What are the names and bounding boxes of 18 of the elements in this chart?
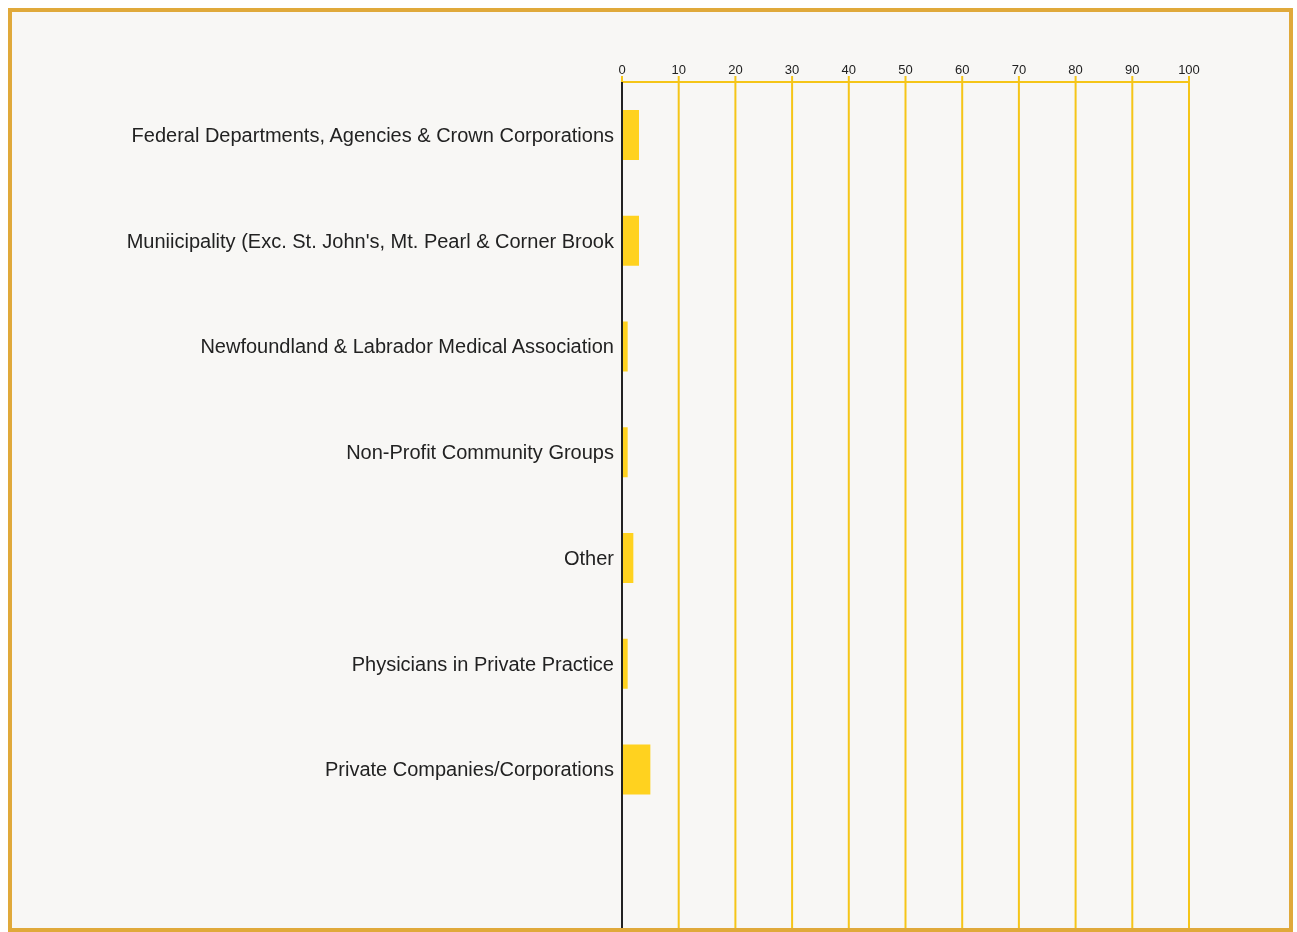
x-tick-label: 80 (1068, 62, 1083, 77)
y-tick-label: Federal Departments, Agencies & Crown Corporations (131, 123, 614, 146)
y-tick-label: Newfoundland & Labrador Medical Association (200, 335, 614, 358)
y-tick-label: Muniicipality (Exc. St. John's, Mt. Pearl & Corner Brook (126, 229, 615, 252)
x-tick-label: 20 (728, 62, 743, 77)
y-tick-label: Non-Profit Community Groups (346, 441, 614, 464)
x-tick-label: 50 (898, 62, 913, 77)
x-tick-label: 10 (671, 62, 686, 77)
x-tick-label: 0 (618, 62, 626, 77)
x-tick-label: 100 (1178, 62, 1200, 77)
x-tick-label: 40 (841, 62, 857, 77)
y-tick-label: Physicians in Private Practice (351, 652, 614, 675)
x-tick-label: 60 (954, 62, 970, 77)
y-tick-label: Other (563, 546, 615, 569)
y-tick-label: Private Companies/Corporations (324, 758, 614, 781)
x-tick-label: 90 (1125, 62, 1140, 77)
x-tick-label: 30 (784, 62, 800, 77)
x-tick-label: 70 (1011, 62, 1027, 77)
